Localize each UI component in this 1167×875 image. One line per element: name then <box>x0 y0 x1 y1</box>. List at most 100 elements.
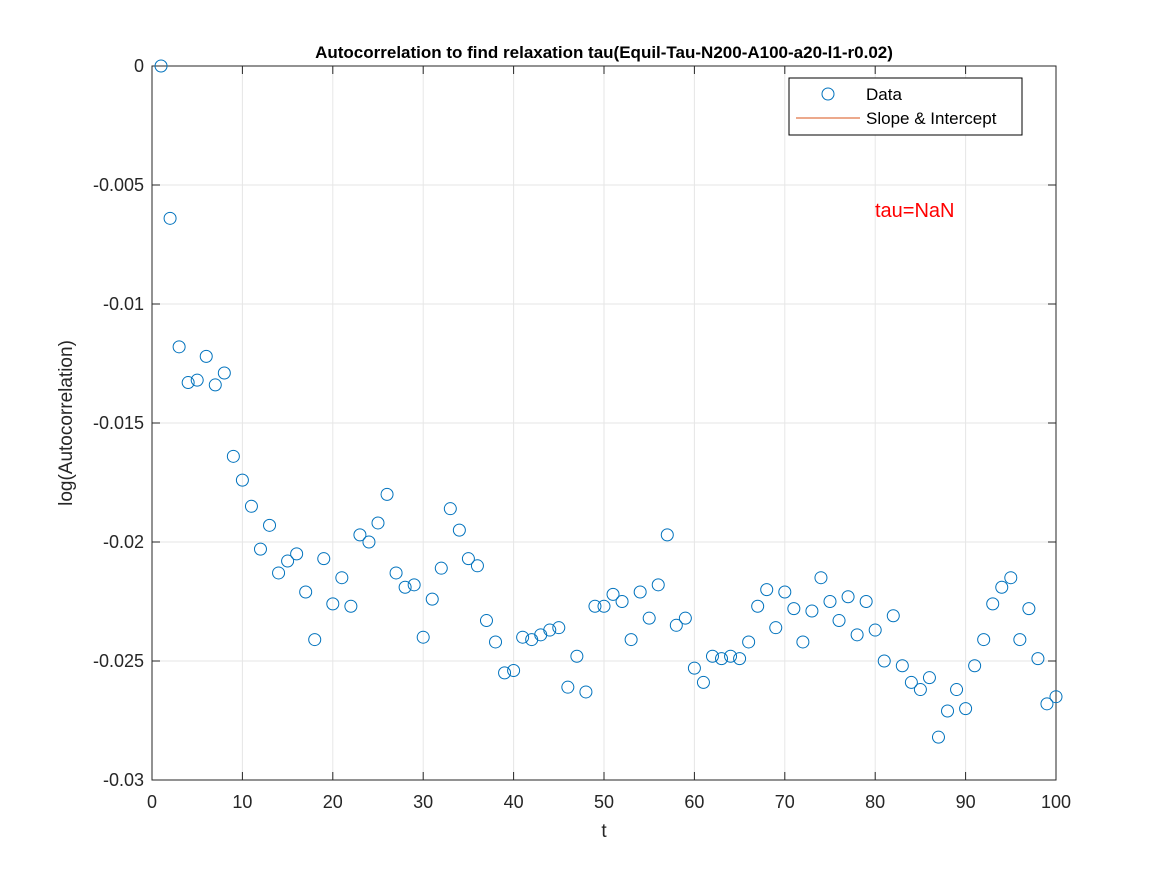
data-point <box>606 587 620 601</box>
x-tick-label: 20 <box>323 792 343 812</box>
data-point <box>452 523 466 537</box>
x-tick-label: 30 <box>413 792 433 812</box>
data-point <box>715 652 729 666</box>
tau-annotation: tau=NaN <box>875 200 955 222</box>
y-tick-label: -0.02 <box>103 532 144 552</box>
data-point <box>877 654 891 668</box>
data-point <box>272 566 286 580</box>
data-point <box>778 585 792 599</box>
data-point <box>263 518 277 532</box>
data-point <box>1013 633 1027 647</box>
data-point <box>1004 571 1018 585</box>
x-tick-label: 50 <box>594 792 614 812</box>
data-point <box>1040 697 1054 711</box>
data-point <box>308 633 322 647</box>
data-point <box>172 340 186 354</box>
y-axis-label: log(Autocorrelation) <box>56 340 77 506</box>
data-point <box>226 449 240 463</box>
x-tick-label: 80 <box>865 792 885 812</box>
data-point <box>941 704 955 718</box>
y-tick-label: -0.015 <box>93 413 144 433</box>
x-tick-label: 100 <box>1041 792 1071 812</box>
data-point <box>841 590 855 604</box>
data-point <box>235 473 249 487</box>
data-point <box>931 730 945 744</box>
data-point <box>968 659 982 673</box>
data-point <box>950 683 964 697</box>
data-point <box>814 571 828 585</box>
data-point <box>724 649 738 663</box>
data-point <box>597 599 611 613</box>
data-point <box>389 566 403 580</box>
axes: 0 10 20 30 40 50 60 70 80 90 100 0 -0.005 -0.01 -0.015… <box>93 56 1071 812</box>
data-point <box>959 702 973 716</box>
data-point <box>615 595 629 608</box>
data-point <box>787 602 801 616</box>
data-point <box>516 630 530 644</box>
data-point <box>696 675 710 689</box>
data-point <box>498 666 512 680</box>
data-point <box>760 583 774 597</box>
data-point <box>733 652 747 666</box>
data-point <box>823 595 837 608</box>
data-point <box>561 680 575 694</box>
y-tick-label: -0.005 <box>93 175 144 195</box>
y-tick-label: -0.03 <box>103 770 144 790</box>
y-tick-label: -0.01 <box>103 294 144 314</box>
x-tick-label: 10 <box>232 792 252 812</box>
data-point <box>335 571 349 585</box>
data-point <box>470 559 484 573</box>
data-point <box>624 633 638 647</box>
data-point <box>344 599 358 613</box>
data-point <box>868 623 882 637</box>
data-point <box>705 649 719 663</box>
data-point <box>290 547 304 561</box>
data-point <box>208 378 222 392</box>
data-point <box>181 376 195 390</box>
x-tick-label: 60 <box>684 792 704 812</box>
data-point <box>362 535 376 549</box>
legend[interactable]: Data Slope & Intercept <box>788 77 1023 136</box>
data-point <box>895 659 909 673</box>
x-tick-label: 40 <box>504 792 524 812</box>
data-point <box>244 499 258 513</box>
data-point <box>669 618 683 632</box>
data-point <box>317 552 331 566</box>
data-point <box>805 604 819 618</box>
y-tick-label: -0.025 <box>93 651 144 671</box>
data-point <box>588 599 602 613</box>
data-point <box>326 597 340 611</box>
data-point <box>859 595 873 608</box>
data-point <box>660 528 674 542</box>
data-point <box>642 611 656 625</box>
data-point <box>552 621 566 635</box>
data-point <box>434 561 448 575</box>
data-point <box>742 635 756 649</box>
data-point <box>796 635 810 649</box>
data-point <box>922 671 936 685</box>
data-point <box>543 623 557 637</box>
data-point <box>371 516 385 530</box>
data-point <box>398 580 412 594</box>
data-point <box>163 211 177 225</box>
data-point <box>678 611 692 625</box>
data-point <box>986 597 1000 611</box>
data-point <box>687 661 701 675</box>
axes-box <box>151 65 1057 781</box>
data-point <box>1031 652 1045 666</box>
data-point <box>380 487 394 501</box>
data-point <box>425 592 439 606</box>
data-point <box>253 542 267 556</box>
data-point <box>850 628 864 642</box>
data-point <box>1049 690 1063 704</box>
chart-title: Autocorrelation to find relaxation tau(E… <box>315 43 893 62</box>
data-point <box>407 578 421 592</box>
x-tick-label: 90 <box>956 792 976 812</box>
data-point <box>199 349 213 363</box>
legend-fit-label: Slope & Intercept <box>866 109 997 128</box>
y-tick-label: 0 <box>134 56 144 76</box>
data-point <box>416 630 430 644</box>
data-point <box>299 585 313 599</box>
data-point <box>154 59 168 73</box>
legend-data-label: Data <box>866 85 902 104</box>
